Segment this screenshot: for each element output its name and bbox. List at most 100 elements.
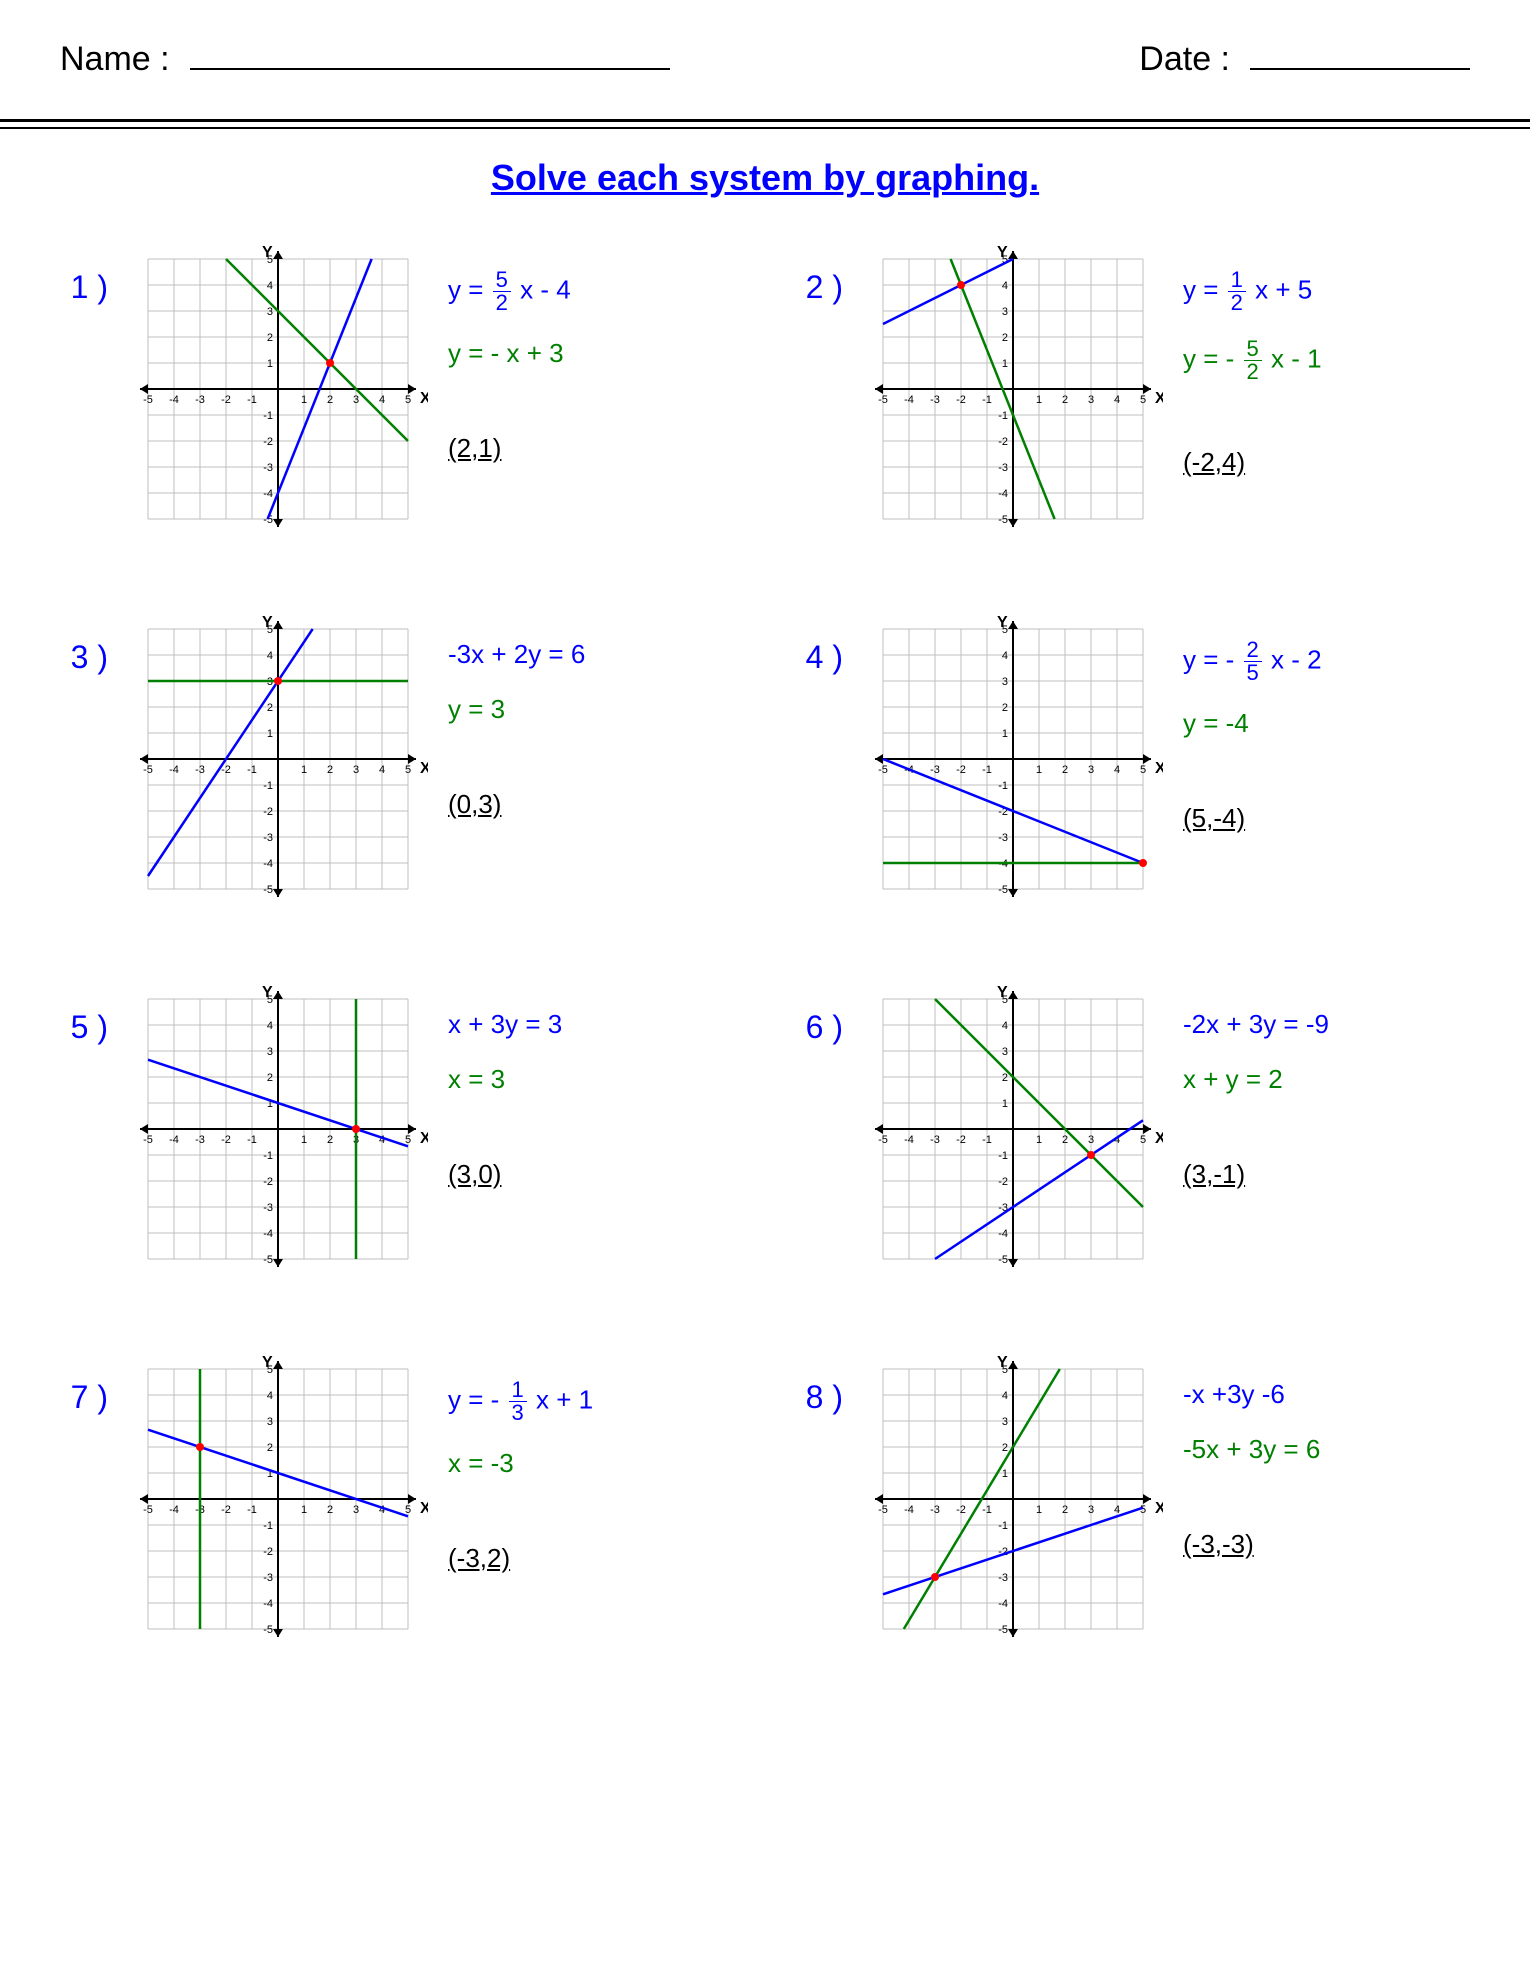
problem: 5 ) XY-5-4-3-2-112345-5-4-3-2-112345 x +… <box>60 979 735 1299</box>
equation-1: -3x + 2y = 6 <box>448 639 585 670</box>
divider-double <box>0 119 1530 127</box>
svg-text:-3: -3 <box>263 1572 273 1584</box>
svg-text:3: 3 <box>353 1504 359 1516</box>
svg-text:-5: -5 <box>878 1504 888 1516</box>
svg-text:-4: -4 <box>263 488 273 500</box>
answer: (0,3) <box>448 789 585 820</box>
svg-text:1: 1 <box>1002 358 1008 370</box>
svg-text:2: 2 <box>1062 1504 1068 1516</box>
svg-text:5: 5 <box>1140 394 1146 406</box>
svg-text:5: 5 <box>1140 764 1146 776</box>
svg-text:5: 5 <box>405 1134 411 1146</box>
equations: -3x + 2y = 6 y = 3 (0,3) <box>448 609 585 929</box>
svg-text:3: 3 <box>1002 306 1008 318</box>
svg-text:4: 4 <box>1114 764 1120 776</box>
svg-text:4: 4 <box>267 650 273 662</box>
svg-text:-3: -3 <box>930 1504 940 1516</box>
svg-text:3: 3 <box>1088 764 1094 776</box>
svg-text:-5: -5 <box>143 1504 153 1516</box>
equations: x + 3y = 3 x = 3 (3,0) <box>448 979 562 1299</box>
problem: 1 ) XY-5-4-3-2-112345-5-4-3-2-112345 y =… <box>60 239 735 559</box>
svg-text:4: 4 <box>379 764 385 776</box>
svg-text:3: 3 <box>1088 394 1094 406</box>
svg-text:4: 4 <box>267 1390 273 1402</box>
name-label: Name : <box>60 40 170 79</box>
answer: (2,1) <box>448 433 571 464</box>
problem-number: 7 ) <box>60 1349 108 1669</box>
equation-2: x = -3 <box>448 1448 593 1479</box>
svg-text:2: 2 <box>1062 394 1068 406</box>
date-blank[interactable] <box>1250 40 1470 70</box>
svg-text:-3: -3 <box>930 764 940 776</box>
svg-text:4: 4 <box>1002 650 1008 662</box>
svg-text:2: 2 <box>327 1504 333 1516</box>
svg-text:2: 2 <box>327 394 333 406</box>
svg-text:3: 3 <box>353 764 359 776</box>
name-blank[interactable] <box>190 40 670 70</box>
svg-text:-1: -1 <box>247 394 257 406</box>
problem: 8 ) XY-5-4-3-2-112345-5-4-3-2-112345 -x … <box>795 1349 1470 1669</box>
svg-text:-3: -3 <box>195 1134 205 1146</box>
svg-text:4: 4 <box>267 1020 273 1032</box>
graph: XY-5-4-3-2-112345-5-4-3-2-112345 <box>128 239 428 559</box>
answer: (5,-4) <box>1183 803 1322 834</box>
svg-text:-5: -5 <box>878 764 888 776</box>
svg-text:5: 5 <box>267 1364 273 1376</box>
svg-text:3: 3 <box>267 1416 273 1428</box>
svg-text:4: 4 <box>267 280 273 292</box>
graph: XY-5-4-3-2-112345-5-4-3-2-112345 <box>128 1349 428 1669</box>
svg-text:-5: -5 <box>998 884 1008 896</box>
svg-text:-3: -3 <box>930 1134 940 1146</box>
date-label: Date : <box>1139 40 1230 79</box>
svg-text:-1: -1 <box>998 1520 1008 1532</box>
equation-2: y = 3 <box>448 694 585 725</box>
graph: XY-5-4-3-2-112345-5-4-3-2-112345 <box>863 239 1163 559</box>
equation-2: y = -4 <box>1183 708 1322 739</box>
svg-text:-5: -5 <box>263 1624 273 1636</box>
svg-text:-3: -3 <box>998 462 1008 474</box>
svg-text:3: 3 <box>1088 1504 1094 1516</box>
answer: (-3,-3) <box>1183 1529 1320 1560</box>
svg-text:4: 4 <box>1114 394 1120 406</box>
svg-text:-3: -3 <box>263 832 273 844</box>
svg-text:1: 1 <box>1036 1504 1042 1516</box>
svg-text:-1: -1 <box>982 1134 992 1146</box>
svg-text:-1: -1 <box>998 410 1008 422</box>
svg-text:-1: -1 <box>263 410 273 422</box>
equation-2: -5x + 3y = 6 <box>1183 1434 1320 1465</box>
svg-text:-4: -4 <box>263 1228 273 1240</box>
equation-2: x = 3 <box>448 1064 562 1095</box>
svg-text:1: 1 <box>1002 1098 1008 1110</box>
equations: y = - 25 x - 2 y = -4 (5,-4) <box>1183 609 1322 929</box>
graph: XY-5-4-3-2-112345-5-4-3-2-112345 <box>863 609 1163 929</box>
svg-text:-5: -5 <box>263 884 273 896</box>
svg-text:2: 2 <box>1002 332 1008 344</box>
svg-text:2: 2 <box>1002 1072 1008 1084</box>
svg-text:-3: -3 <box>195 764 205 776</box>
svg-text:-5: -5 <box>143 764 153 776</box>
svg-text:1: 1 <box>301 1504 307 1516</box>
svg-text:2: 2 <box>267 1072 273 1084</box>
svg-text:-5: -5 <box>263 1254 273 1266</box>
svg-text:3: 3 <box>1002 1416 1008 1428</box>
svg-text:-3: -3 <box>998 832 1008 844</box>
svg-text:3: 3 <box>1002 676 1008 688</box>
equations: -x +3y -6 -5x + 3y = 6 (-3,-3) <box>1183 1349 1320 1669</box>
svg-text:-2: -2 <box>998 436 1008 448</box>
svg-text:-5: -5 <box>998 1254 1008 1266</box>
svg-text:-1: -1 <box>247 1504 257 1516</box>
svg-text:1: 1 <box>267 358 273 370</box>
svg-text:-5: -5 <box>998 514 1008 526</box>
equation-1: y = - 25 x - 2 <box>1183 639 1322 684</box>
svg-text:-4: -4 <box>263 858 273 870</box>
svg-text:2: 2 <box>267 332 273 344</box>
svg-text:4: 4 <box>1002 1390 1008 1402</box>
svg-text:2: 2 <box>267 702 273 714</box>
svg-text:-4: -4 <box>169 764 179 776</box>
svg-text:3: 3 <box>1088 1134 1094 1146</box>
equations: y = - 13 x + 1 x = -3 (-3,2) <box>448 1349 593 1669</box>
problems-grid: 1 ) XY-5-4-3-2-112345-5-4-3-2-112345 y =… <box>60 239 1470 1669</box>
graph: XY-5-4-3-2-112345-5-4-3-2-112345 <box>128 979 428 1299</box>
svg-text:1: 1 <box>267 728 273 740</box>
svg-text:3: 3 <box>267 306 273 318</box>
